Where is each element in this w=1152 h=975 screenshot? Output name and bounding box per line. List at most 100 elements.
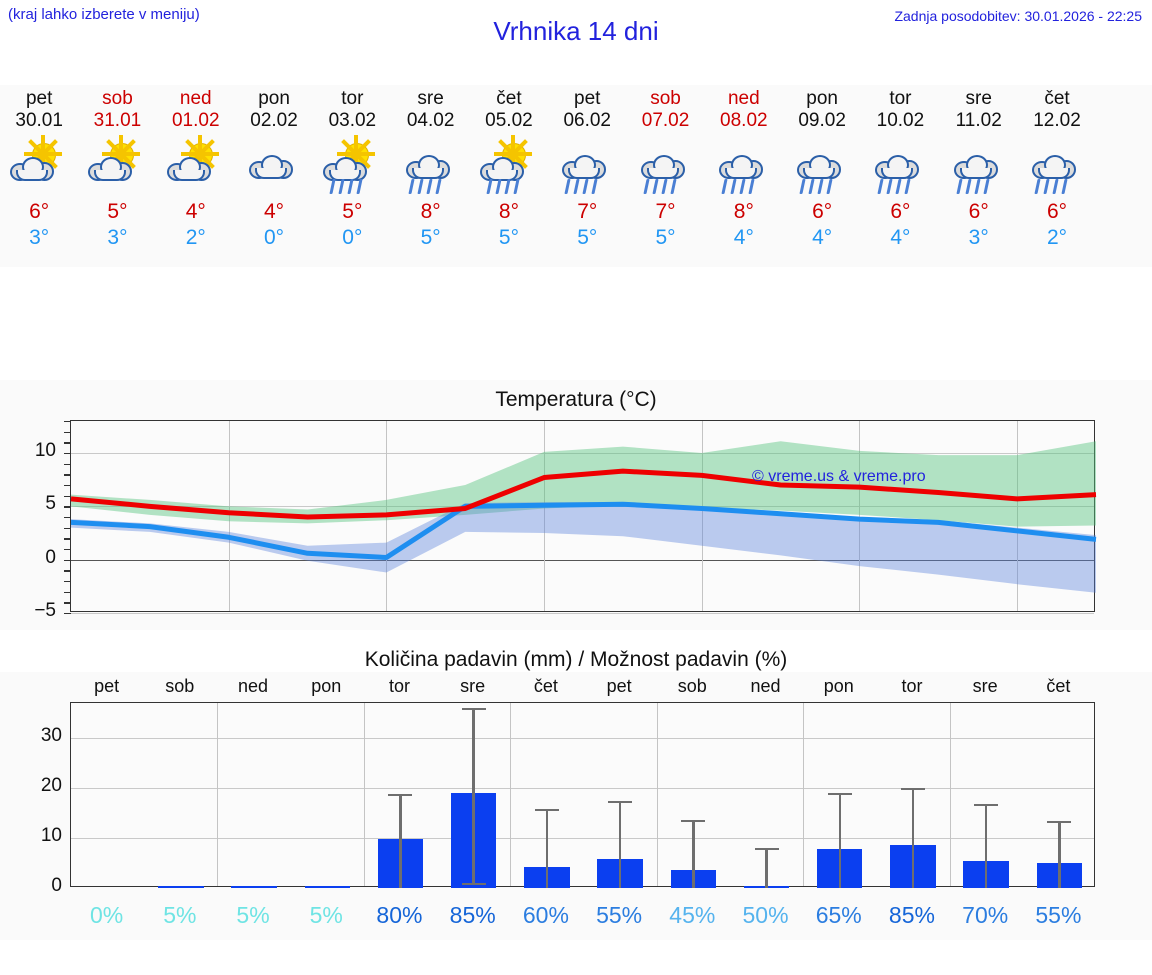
cloud-icon <box>953 155 998 179</box>
day-date: 08.02 <box>720 110 768 131</box>
menu-hint: (kraj lahko izberete v meniju) <box>8 6 200 23</box>
precip-day-label: tor <box>901 676 923 696</box>
day-of-week: pet <box>574 88 601 109</box>
day-of-week: tor <box>341 88 364 109</box>
sun-cloud-icon <box>161 135 231 197</box>
temp-min: 4° <box>890 226 911 249</box>
precip-error-bar <box>765 847 768 888</box>
gridline-vertical <box>803 703 805 886</box>
cloud-icon <box>249 155 294 179</box>
precip-day-label: sob <box>165 676 195 696</box>
temp-min: 5° <box>498 226 519 249</box>
temperature-chart-plot <box>64 420 1097 615</box>
temp-min: 0° <box>342 226 363 249</box>
axis-tick <box>64 421 71 423</box>
gridline-vertical <box>656 703 658 886</box>
day-column[interactable]: sob 31.01 5° 3° <box>78 85 156 267</box>
axis-tick <box>64 463 71 466</box>
temp-min: 0° <box>264 226 285 249</box>
rain-icon <box>564 179 600 195</box>
cloud-icon <box>797 155 842 179</box>
precip-probability: 60% <box>522 902 569 928</box>
axis-tick <box>64 559 71 562</box>
day-column[interactable]: čet 05.02 8° 5° <box>470 85 548 267</box>
gridline-vertical <box>1017 421 1019 611</box>
day-date: 12.02 <box>1033 110 1081 131</box>
day-date: 07.02 <box>641 110 690 131</box>
page-header: (kraj lahko izberete v meniju) Vrhnika 1… <box>0 0 1152 84</box>
temperature-series <box>70 441 1097 593</box>
cloud-icon <box>1032 155 1076 179</box>
sun-cloud-rain-icon <box>474 135 544 197</box>
precip-bar[interactable] <box>158 886 204 888</box>
precip-bar[interactable] <box>231 886 277 888</box>
temp-min: 4° <box>733 226 754 249</box>
cloud-icon <box>718 155 763 179</box>
temp-min: 2° <box>185 226 206 249</box>
precip-error-cap <box>608 801 633 804</box>
precip-probability: 5% <box>163 902 197 928</box>
precip-day-label: tor <box>388 676 410 696</box>
precip-error-bar <box>399 794 402 888</box>
cloud-icon <box>239 135 309 197</box>
day-column[interactable]: pon 09.02 6° 4° <box>783 85 861 267</box>
day-column[interactable]: tor 10.02 6° 4° <box>861 85 939 267</box>
precip-error-cap <box>388 794 413 797</box>
gridline <box>71 559 1094 562</box>
day-date: 11.02 <box>955 110 1002 131</box>
precip-error-bar <box>545 809 549 888</box>
day-column[interactable]: tor 03.02 5° 0° <box>313 85 391 267</box>
day-of-week: ned <box>179 88 212 109</box>
cloud-icon <box>10 157 55 181</box>
day-column[interactable]: čet 12.02 6° 2° <box>1018 85 1096 267</box>
precip-probability: 65% <box>815 902 862 928</box>
temp-max: 6° <box>890 200 911 223</box>
y-tick-label: 20 <box>40 775 62 796</box>
day-column[interactable]: pet 06.02 7° 5° <box>548 85 626 267</box>
axis-tick <box>64 495 71 498</box>
precip-error-bar <box>618 801 622 888</box>
precip-day-label: čet <box>533 676 558 696</box>
axis-tick <box>64 602 71 604</box>
day-column[interactable]: sob 07.02 7° 5° <box>626 85 704 267</box>
precip-error-bar <box>472 708 475 883</box>
temp-min: 2° <box>1046 226 1068 249</box>
precip-bar[interactable] <box>304 886 350 888</box>
y-tick-label: 10 <box>34 440 56 461</box>
precip-probability: 0% <box>89 902 124 928</box>
rain-icon <box>1034 179 1070 195</box>
day-column[interactable]: sre 04.02 8° 5° <box>391 85 469 267</box>
gridline <box>71 613 1094 614</box>
precip-error-bar <box>911 788 915 888</box>
day-column[interactable]: ned 01.02 4° 2° <box>157 85 235 267</box>
cloud-icon <box>479 157 524 181</box>
cloud-icon <box>640 155 685 179</box>
temp-max: 8° <box>498 200 519 223</box>
day-column[interactable]: pon 02.02 4° 0° <box>235 85 313 267</box>
precip-day-label: sob <box>677 676 707 696</box>
temp-min: 5° <box>420 226 441 249</box>
gridline <box>71 788 1094 789</box>
precip-error-cap <box>461 882 486 885</box>
sun-cloud-rain-icon <box>317 135 387 197</box>
day-column[interactable]: sre 11.02 6° 3° <box>940 85 1018 267</box>
axis-tick <box>64 442 71 444</box>
temp-max: 6° <box>968 200 989 223</box>
rain-icon <box>486 179 522 195</box>
temp-min: 5° <box>655 226 676 249</box>
temperature-chart-title: Temperatura (°C) <box>495 388 657 411</box>
precip-probability: 85% <box>449 902 496 928</box>
temp-max: 8° <box>733 200 754 223</box>
day-date: 30.01 <box>15 110 63 131</box>
day-column[interactable]: pet 30.01 6° 3° <box>0 85 78 267</box>
precip-probability: 50% <box>742 902 789 928</box>
precip-day-label: pet <box>606 676 632 696</box>
rain-icon <box>799 179 835 195</box>
axis-tick <box>64 570 71 572</box>
gridline-vertical <box>363 703 365 886</box>
axis-tick <box>64 591 71 594</box>
day-column[interactable]: ned 08.02 8° 4° <box>705 85 783 267</box>
day-of-week: sob <box>102 88 133 109</box>
day-of-week: ned <box>727 88 760 109</box>
day-date: 10.02 <box>876 110 925 131</box>
